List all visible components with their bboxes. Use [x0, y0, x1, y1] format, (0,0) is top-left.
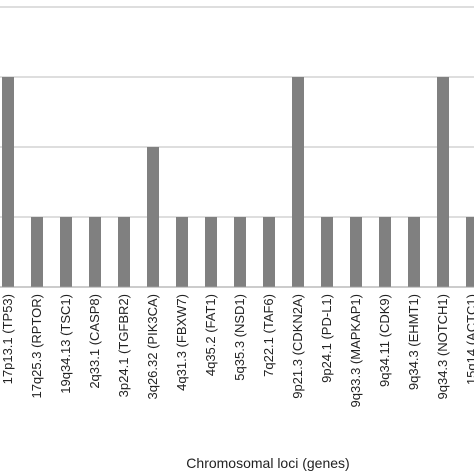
- bar: [292, 77, 304, 287]
- bar: [31, 217, 43, 287]
- x-tick-label: 15q14 (ACTC1): [464, 294, 474, 385]
- bar: [118, 217, 130, 287]
- bar: [147, 147, 159, 287]
- bar: [350, 217, 362, 287]
- x-tick-label: 9q34.3 (NOTCH1): [435, 294, 450, 399]
- bar: [89, 217, 101, 287]
- x-tick-labels: 17p13.1 (TP53) 17q25.3 (RPTOR) 19q34.13 (T…: [0, 294, 474, 407]
- x-tick-label: 9q34.3 (EHMT1): [406, 294, 421, 390]
- bar: [379, 217, 391, 287]
- x-tick-label: 4q35.2 (FAT1): [203, 294, 218, 376]
- x-tick-label: 9q34.11 (CDK9): [377, 294, 392, 387]
- x-tick-label: 2q33.1 (CASP8): [87, 294, 102, 389]
- bar: [176, 217, 188, 287]
- gridlines: [0, 6, 474, 218]
- bar: [234, 217, 246, 287]
- bar: [408, 217, 420, 287]
- x-tick-label: 17q25.3 (RPTOR): [29, 294, 44, 399]
- x-tick-label: 4q31.3 (FBXW7): [174, 294, 189, 391]
- x-tick-label: 17p13.1 (TP53): [0, 294, 15, 384]
- x-tick-label: 7q22.1 (TAF6): [261, 294, 276, 377]
- x-tick-label: 9q33.3 (MAPKAP1): [348, 294, 363, 407]
- x-tick-label: 9p24.1 (PD-L1): [319, 294, 334, 383]
- bar: [466, 217, 474, 287]
- x-tick-label: 19q34.13 (TSC1): [58, 294, 73, 394]
- x-tick-label: 5q35.3 (NSD1): [232, 294, 247, 381]
- bar: [205, 217, 217, 287]
- bar: [2, 77, 14, 287]
- bars: [2, 77, 474, 287]
- x-tick-label: 9p21.3 (CDKN2A): [290, 294, 305, 399]
- x-tick-label: 3q26.32 (PIK3CA): [145, 294, 160, 400]
- bar: [263, 217, 275, 287]
- bar: [437, 77, 449, 287]
- x-tick-label: 3p24.1 (TGFBR2): [116, 294, 131, 397]
- bar: [321, 217, 333, 287]
- bar: [60, 217, 72, 287]
- x-axis-title: Chromosomal loci (genes): [186, 455, 349, 471]
